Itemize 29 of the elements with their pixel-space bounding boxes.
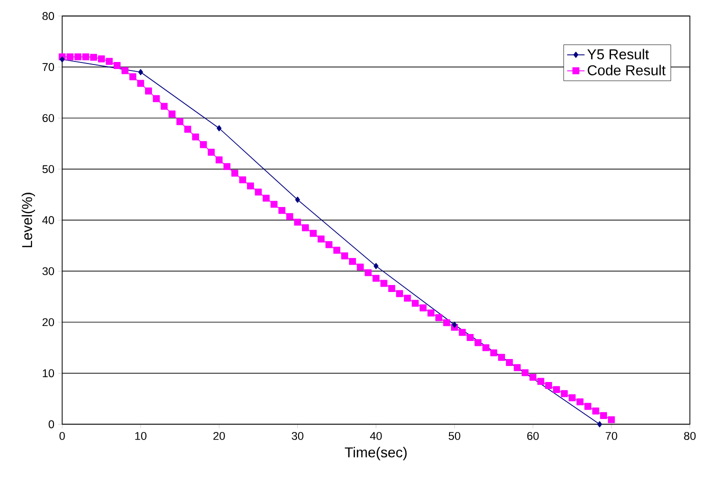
legend-label: Code Result: [588, 64, 666, 76]
x-tick-label: 40: [370, 432, 382, 440]
point: [60, 56, 65, 62]
y-tick-label: 40: [42, 216, 54, 224]
point: [138, 68, 144, 75]
x-tick-label: 60: [527, 432, 539, 440]
y-axis-title: Level(%): [22, 192, 35, 247]
x-tick-label: 0: [60, 432, 65, 440]
y-tick-label: 30: [42, 266, 54, 275]
y-tick-label: 0: [48, 420, 54, 428]
x-tick-label: 80: [684, 432, 696, 440]
point: [374, 262, 378, 269]
x-tick-label: 30: [292, 432, 304, 440]
point: [452, 321, 457, 328]
legend-label: Y5 Result: [587, 48, 649, 60]
y-tick-label: 20: [42, 318, 54, 326]
x-tick-label: 10: [135, 432, 146, 440]
y-tick-label: 80: [42, 12, 54, 20]
x-tick-label: 50: [448, 432, 460, 440]
x-axis-title: Time(sec): [344, 446, 407, 460]
point: [216, 124, 222, 132]
point: [597, 420, 602, 428]
y-tick-label: 10: [42, 369, 54, 377]
y-tick-label: 60: [42, 114, 54, 122]
y-tick-label: 50: [42, 164, 54, 173]
point: [295, 196, 300, 203]
x-tick-label: 20: [213, 432, 225, 440]
x-tick-label: 70: [606, 432, 618, 440]
y-tick-label: 70: [42, 62, 54, 71]
